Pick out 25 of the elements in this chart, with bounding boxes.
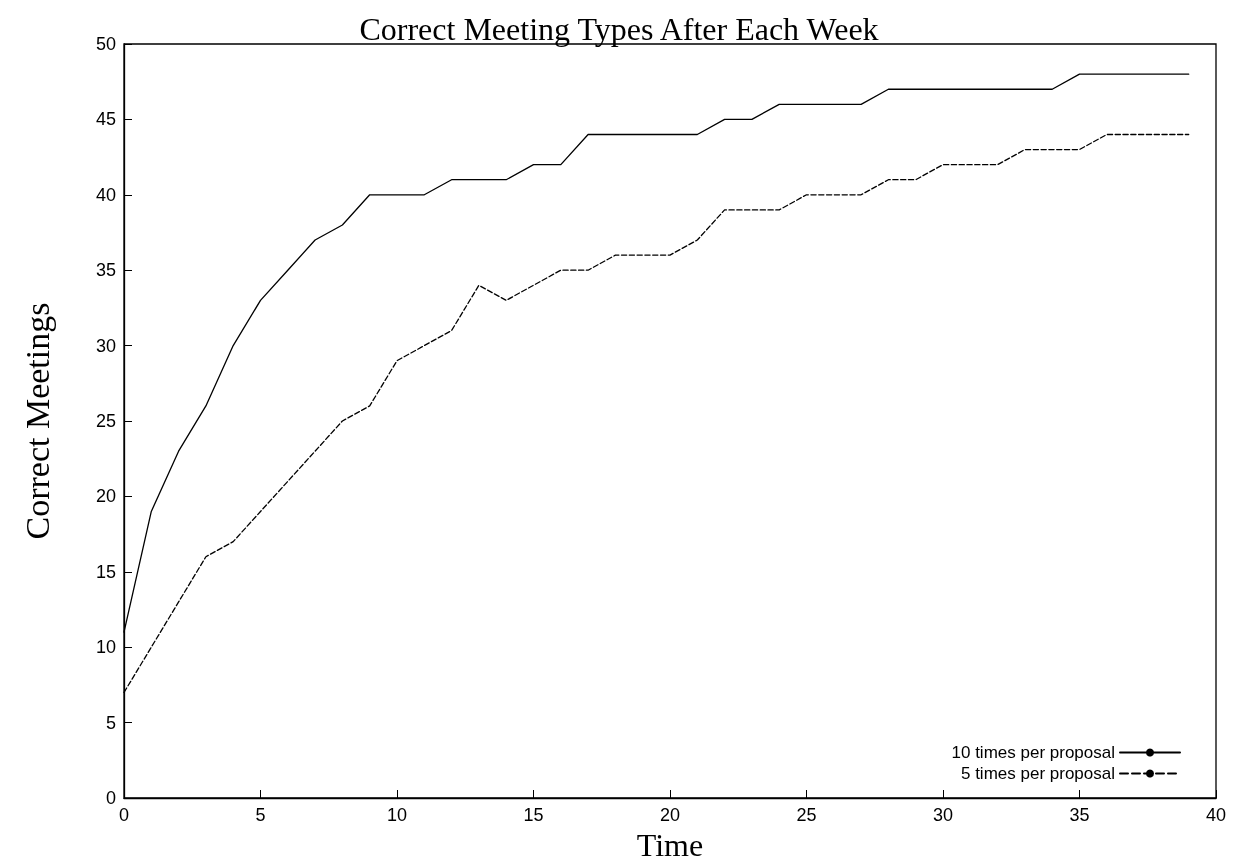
y-tick-label: 10: [95, 637, 116, 658]
chart-title: Correct Meeting Types After Each Week: [359, 11, 879, 47]
y-tick-label: 35: [95, 260, 116, 281]
legend-label: 5 times per proposal: [960, 764, 1115, 783]
x-tick-label: 25: [796, 805, 817, 825]
y-tick-label: 5: [105, 712, 116, 733]
x-tick-label: 40: [1205, 805, 1227, 825]
y-axis-title: Correct Meetings: [18, 302, 56, 540]
y-tick-label: 40: [95, 184, 116, 205]
x-tick-label: 30: [932, 805, 954, 825]
y-tick-label: 25: [95, 411, 116, 431]
y-tick-label: 45: [95, 109, 116, 130]
y-tick-label: 15: [95, 561, 116, 582]
x-tick-label: 10: [386, 805, 408, 825]
x-tick-label: 15: [523, 805, 544, 825]
legend-label: 10 times per proposal: [951, 743, 1115, 762]
x-tick-label: 35: [1069, 805, 1090, 825]
y-tick-label: 50: [95, 34, 116, 54]
y-tick-label: 30: [95, 335, 116, 356]
x-axis-title: Time: [636, 826, 704, 863]
y-tick-label: 0: [105, 788, 116, 808]
x-tick-label: 5: [255, 805, 266, 825]
y-tick-label: 20: [95, 486, 116, 507]
x-tick-label: 20: [659, 805, 681, 825]
x-tick-label: 0: [118, 805, 130, 825]
